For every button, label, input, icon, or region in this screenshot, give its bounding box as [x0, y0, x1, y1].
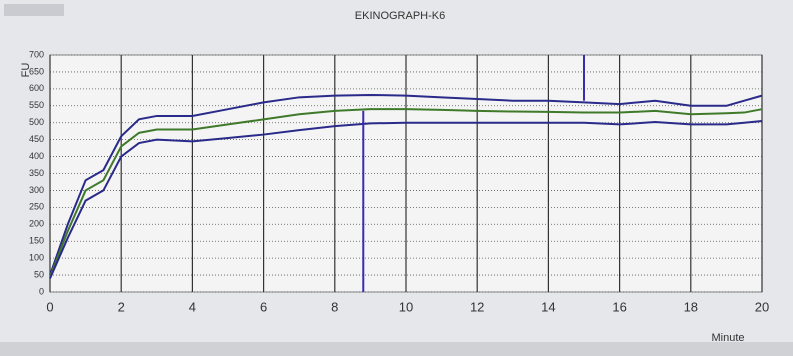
- x-tick-label: 16: [612, 299, 626, 314]
- chart-title: EKINOGRAPH-K6: [355, 10, 445, 22]
- y-tick-label: 450: [29, 134, 44, 144]
- x-tick-label: 18: [684, 299, 698, 314]
- y-tick-label: 600: [29, 83, 44, 93]
- y-tick-label: 0: [39, 286, 44, 296]
- y-tick-label: 100: [29, 253, 44, 263]
- x-tick-label: 14: [541, 299, 555, 314]
- y-tick-label: 300: [29, 185, 44, 195]
- y-tick-label: 250: [29, 202, 44, 212]
- y-tick-label: 200: [29, 219, 44, 229]
- y-tick-label: 550: [29, 100, 44, 110]
- x-tick-label: 12: [470, 299, 484, 314]
- y-tick-label: 350: [29, 168, 44, 178]
- y-tick-label: 50: [34, 269, 44, 279]
- toolbar: [4, 4, 64, 16]
- chart: EKINOGRAPH-K6 FU Minute 0501001502002503…: [0, 0, 793, 356]
- y-tick-label: 500: [29, 117, 44, 127]
- status-bar: [0, 342, 793, 356]
- y-tick-label: 150: [29, 236, 44, 246]
- x-tick-label: 10: [399, 299, 413, 314]
- y-tick-label: 700: [29, 49, 44, 59]
- x-axis-label: Minute: [711, 332, 744, 344]
- x-tick-label: 20: [755, 299, 769, 314]
- x-tick-label: 0: [46, 299, 53, 314]
- x-tick-label: 6: [260, 299, 267, 314]
- y-tick-label: 400: [29, 151, 44, 161]
- page: EKINOGRAPH-K6 FU Minute 0501001502002503…: [0, 0, 793, 356]
- x-tick-label: 2: [118, 299, 125, 314]
- y-tick-label: 650: [29, 66, 44, 76]
- x-tick-label: 8: [331, 299, 338, 314]
- x-tick-label: 4: [189, 299, 196, 314]
